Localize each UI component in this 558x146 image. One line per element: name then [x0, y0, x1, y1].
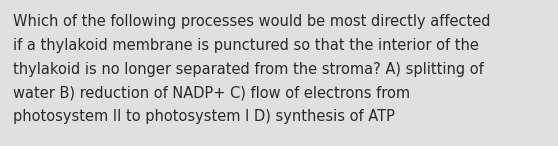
- Text: if a thylakoid membrane is punctured so that the interior of the: if a thylakoid membrane is punctured so …: [13, 38, 479, 53]
- Text: Which of the following processes would be most directly affected: Which of the following processes would b…: [13, 14, 490, 29]
- Text: photosystem II to photosystem I D) synthesis of ATP: photosystem II to photosystem I D) synth…: [13, 109, 395, 124]
- Text: thylakoid is no longer separated from the stroma? A) splitting of: thylakoid is no longer separated from th…: [13, 62, 484, 77]
- Text: water B) reduction of NADP+ C) flow of electrons from: water B) reduction of NADP+ C) flow of e…: [13, 85, 410, 100]
